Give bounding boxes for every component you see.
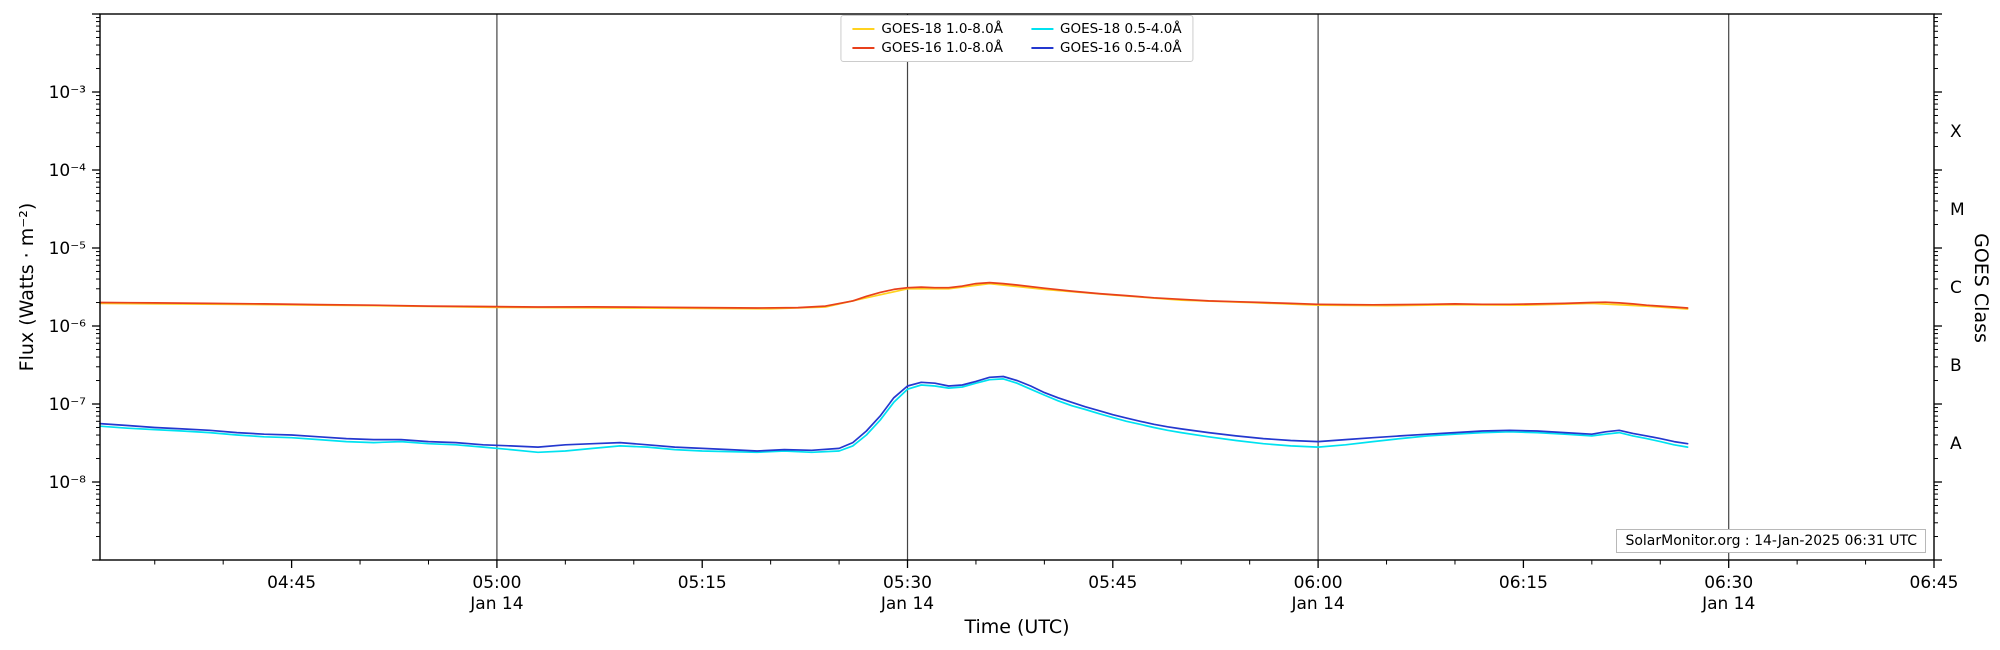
right-axis-label: GOES Class bbox=[1970, 233, 1992, 343]
plot-border bbox=[99, 13, 1935, 561]
x-tick-label: 04:45 bbox=[267, 573, 316, 593]
x-tick-label: 05:15 bbox=[678, 573, 727, 593]
goes-class-letter: A bbox=[1950, 434, 1962, 454]
x-tick-sublabel: Jan 14 bbox=[469, 594, 523, 614]
goes-class-letter: M bbox=[1950, 200, 1965, 220]
legend-line-swatch bbox=[852, 47, 875, 49]
goes-class-letter: B bbox=[1950, 356, 1962, 376]
y-tick-label: 10⁻⁶ bbox=[49, 317, 87, 337]
y-tick-label: 10⁻³ bbox=[49, 83, 86, 103]
x-tick-label: 06:15 bbox=[1499, 573, 1548, 593]
x-tick-label: 05:30 bbox=[883, 573, 932, 593]
watermark-annotation: SolarMonitor.org : 14-Jan-2025 06:31 UTC bbox=[1616, 529, 1926, 553]
legend-line-swatch bbox=[1031, 47, 1053, 49]
legend-item: GOES-18 0.5-4.0Å bbox=[1031, 21, 1182, 37]
series-GOES-16 1.0-8.0Å bbox=[99, 281, 1689, 309]
x-tick-label: 05:00 bbox=[472, 573, 521, 593]
y-tick-label: 10⁻⁸ bbox=[49, 473, 87, 493]
legend-item: GOES-16 1.0-8.0Å bbox=[852, 40, 1003, 56]
x-tick-label: 06:30 bbox=[1704, 573, 1753, 593]
series-GOES-16 0.5-4.0Å bbox=[99, 375, 1689, 452]
y-tick-label: 10⁻⁵ bbox=[49, 239, 86, 259]
x-tick-sublabel: Jan 14 bbox=[1701, 594, 1755, 614]
axes bbox=[92, 13, 1942, 568]
legend-item: GOES-18 1.0-8.0Å bbox=[852, 21, 1003, 37]
legend-label: GOES-18 0.5-4.0Å bbox=[1060, 21, 1182, 37]
x-tick-sublabel: Jan 14 bbox=[1290, 594, 1344, 614]
legend-line-swatch bbox=[852, 28, 875, 30]
x-tick-label: 05:45 bbox=[1088, 573, 1137, 593]
y-tick-label: 10⁻⁷ bbox=[49, 395, 87, 415]
series-GOES-18 0.5-4.0Å bbox=[99, 378, 1689, 454]
legend-line-swatch bbox=[1031, 28, 1053, 30]
y-axis-label: Flux (Watts · m⁻²) bbox=[16, 202, 38, 372]
y-tick-label: 10⁻⁴ bbox=[49, 161, 87, 181]
legend-label: GOES-16 0.5-4.0Å bbox=[1060, 40, 1182, 56]
legend-item: GOES-16 0.5-4.0Å bbox=[1031, 40, 1182, 56]
legend-label: GOES-16 1.0-8.0Å bbox=[881, 40, 1003, 56]
x-tick-label: 06:00 bbox=[1294, 573, 1343, 593]
legend-label: GOES-18 1.0-8.0Å bbox=[881, 21, 1003, 37]
x-tick-label: 06:45 bbox=[1910, 573, 1959, 593]
goes-class-letter: C bbox=[1950, 278, 1962, 298]
goes-class-letter: X bbox=[1950, 122, 1962, 142]
legend: GOES-18 1.0-8.0Å GOES-18 0.5-4.0Å GOES-16 … bbox=[840, 15, 1194, 62]
x-tick-sublabel: Jan 14 bbox=[880, 594, 934, 614]
x-axis-label: Time (UTC) bbox=[964, 616, 1070, 638]
series-lines bbox=[99, 281, 1689, 454]
